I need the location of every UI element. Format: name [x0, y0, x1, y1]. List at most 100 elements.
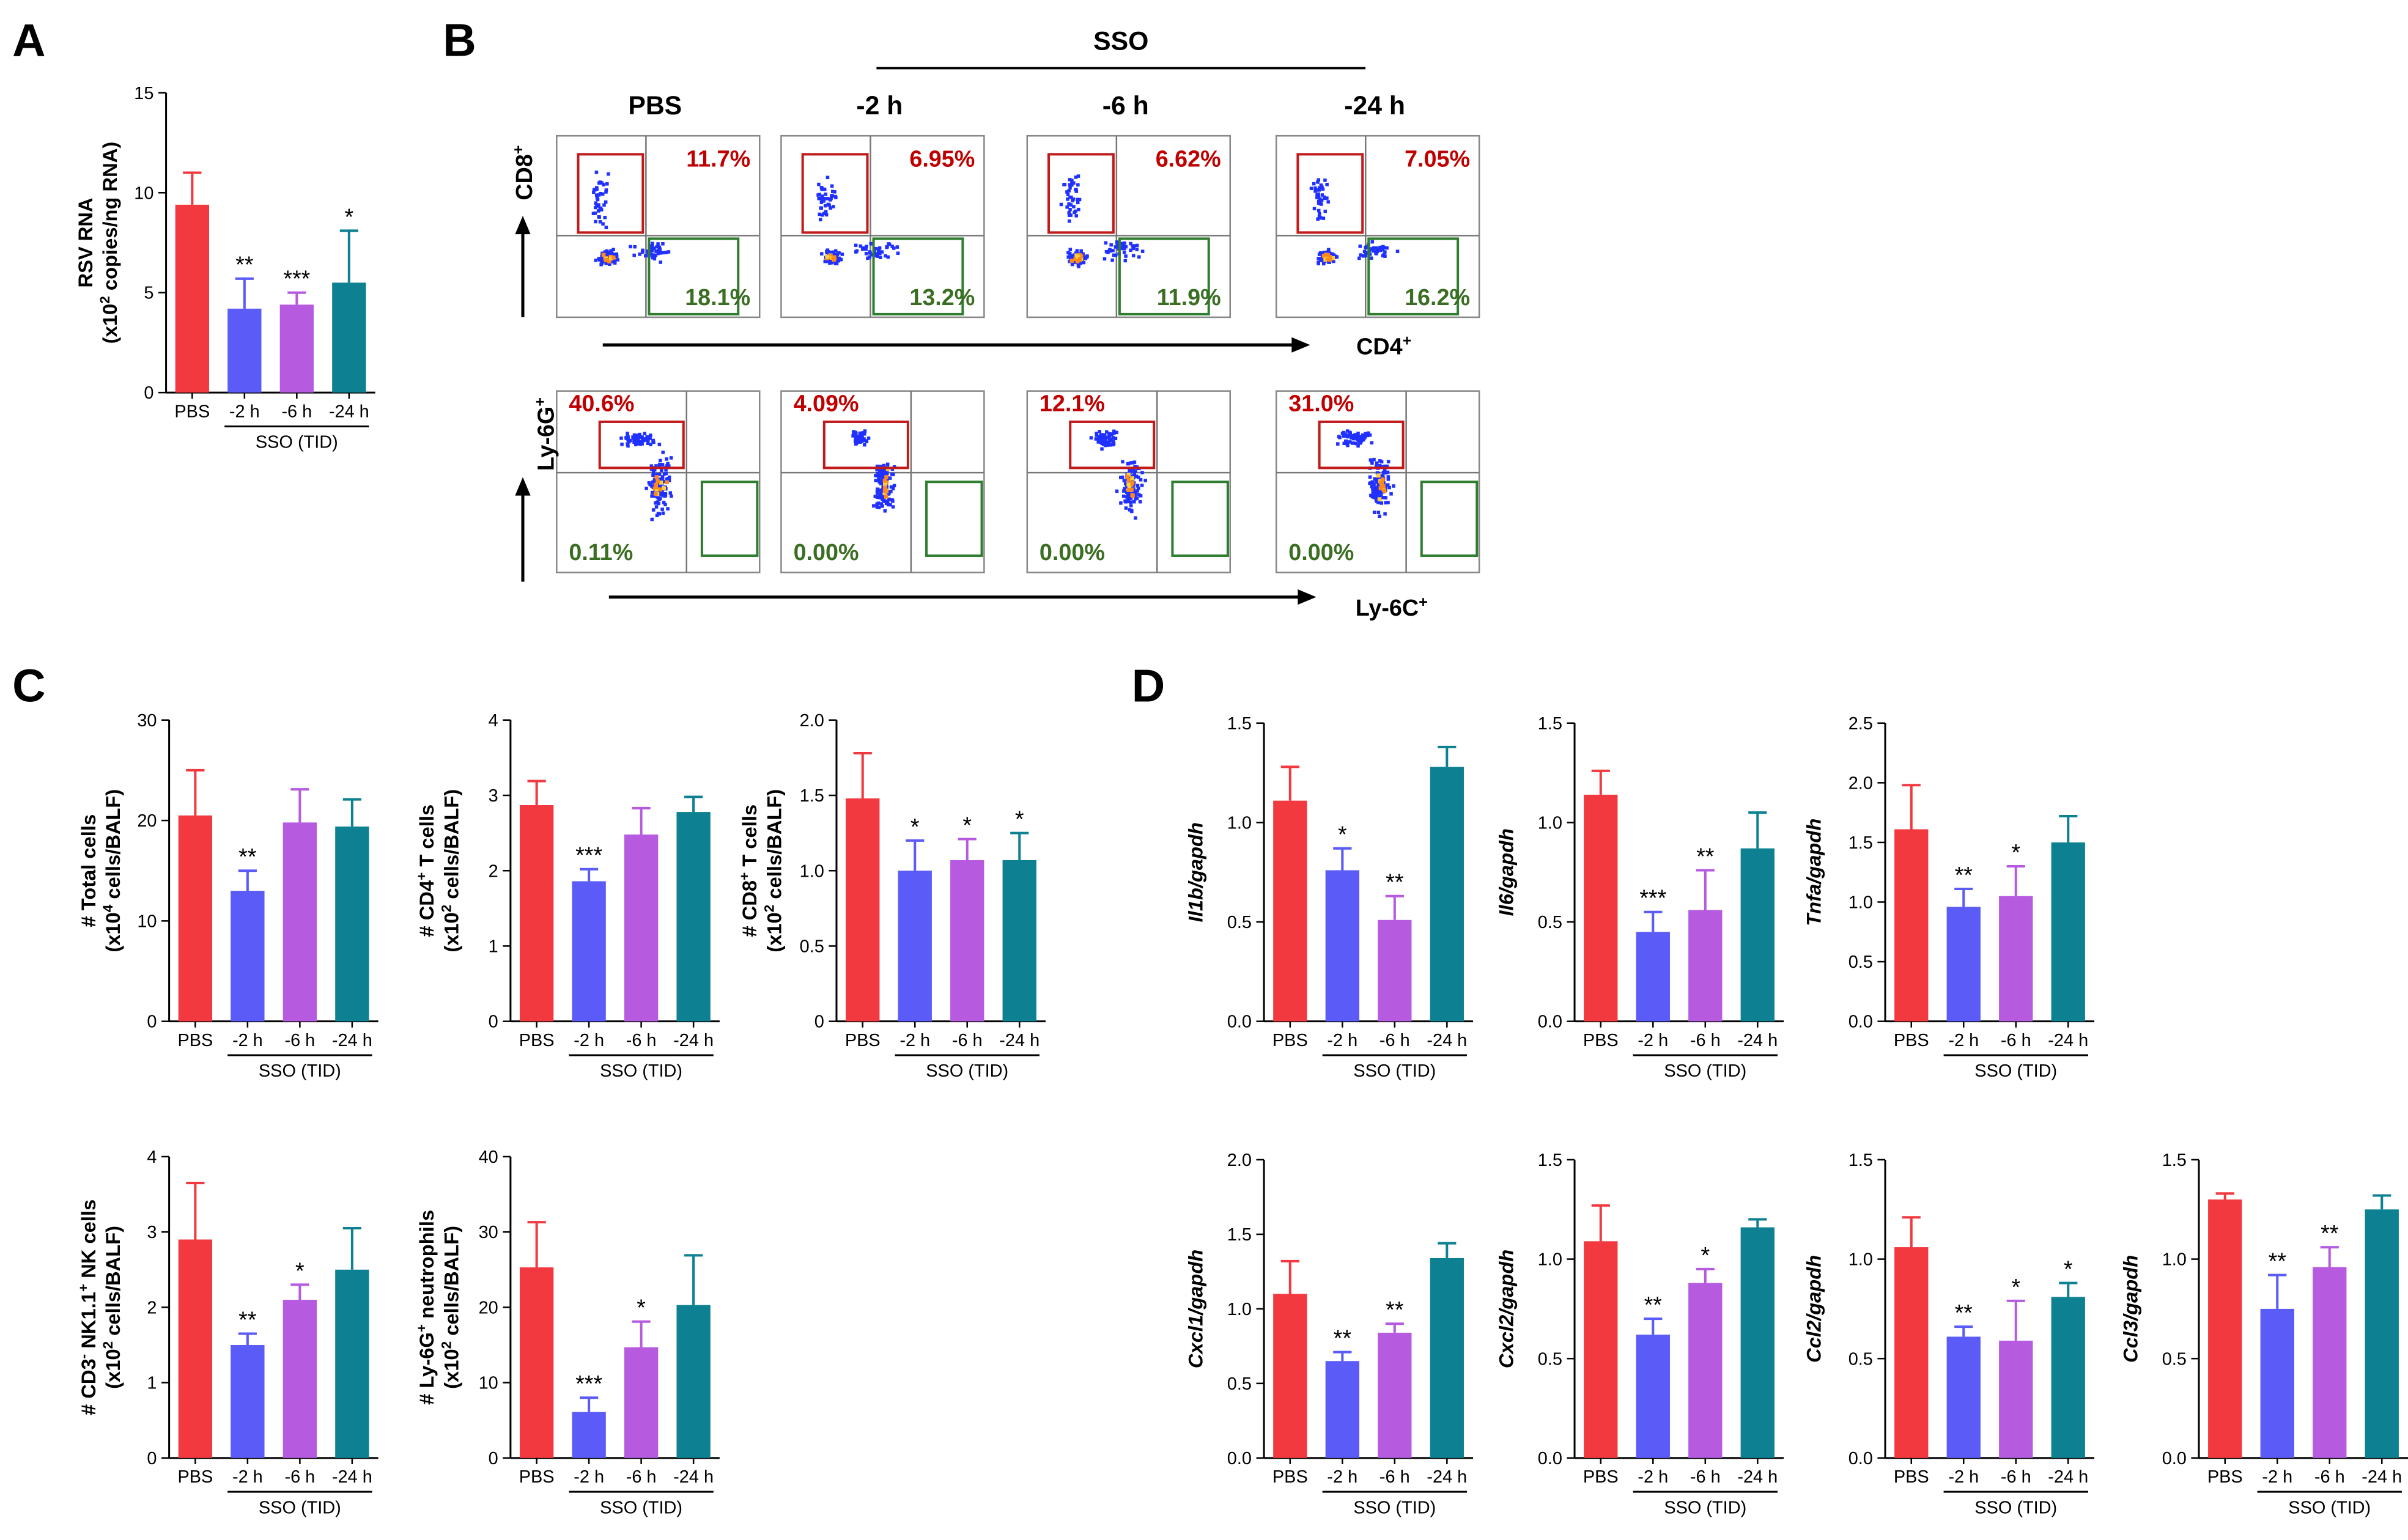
- event-dot: [878, 256, 882, 259]
- event-dot: [1136, 484, 1139, 488]
- superscript: +: [737, 872, 752, 880]
- event-dot: [1309, 186, 1313, 190]
- bar-PBS: [1273, 1294, 1307, 1458]
- y-tick-label: 2: [147, 1298, 157, 1317]
- event-dot: [1378, 463, 1382, 468]
- event-dot: [1097, 435, 1101, 438]
- event-dot: [613, 261, 617, 265]
- event-dot-dense: [1075, 259, 1080, 263]
- event-dot: [644, 487, 648, 490]
- event-dot: [667, 479, 671, 482]
- event-dot: [1129, 248, 1132, 252]
- category-label: PBS: [177, 1467, 213, 1487]
- significance-label: **: [1386, 1297, 1404, 1322]
- y-tick-label: 20: [137, 811, 157, 831]
- event-dot: [1066, 251, 1070, 255]
- bar--24 h: [676, 1305, 711, 1458]
- significance-label: *: [344, 204, 353, 229]
- event-dot: [1372, 457, 1376, 462]
- event-dot: [654, 494, 658, 498]
- x-arrow-row1-head: [1291, 337, 1310, 353]
- event-dot: [603, 250, 607, 254]
- bar-PBS: [846, 798, 880, 1022]
- event-dot: [663, 503, 667, 507]
- y-axis-label: Cxcl2/gapdh: [1494, 1250, 1517, 1368]
- group-label: SSO (TID): [600, 1061, 682, 1081]
- event-dot: [1067, 189, 1071, 193]
- gate-ly6c: [1171, 481, 1229, 557]
- category-label: PBS: [519, 1031, 555, 1050]
- y-tick-label: 30: [137, 711, 157, 731]
- chart-C_cd8: 0 0.5 1.0 1.5 2.0 PBS * -2 h * -6 h * -24 h SSO (TID…: [737, 711, 1046, 1081]
- y-tick-label: 4: [489, 711, 498, 731]
- gate-ly6c: [700, 481, 759, 557]
- event-dot: [651, 439, 655, 443]
- event-dot-dense: [658, 487, 662, 492]
- label-part: # Total cells: [77, 814, 100, 927]
- gate-percent-top: 6.62%: [1156, 146, 1221, 171]
- event-dot: [1313, 186, 1317, 190]
- event-dot: [883, 509, 887, 513]
- event-dot-dense: [1324, 252, 1328, 257]
- event-dot: [876, 250, 881, 254]
- chart-C_total: 0 10 20 30 PBS ** -2 h -6 h -24 h SSO (TID) # Tota…: [77, 711, 379, 1081]
- event-dot: [660, 490, 664, 493]
- event-dot-dense: [1325, 256, 1330, 260]
- y-tick-label: 1.5: [800, 786, 824, 806]
- bar--6 h: [279, 304, 314, 393]
- category-label: -6 h: [281, 402, 312, 421]
- event-dot: [667, 464, 671, 468]
- event-dot: [1132, 472, 1137, 476]
- label-part: # CD3: [77, 1358, 100, 1415]
- event-dot: [638, 442, 642, 446]
- y-tick-label: 0.0: [1848, 1012, 1873, 1032]
- event-dot: [1068, 248, 1073, 251]
- gate-percent-bottom: 0.00%: [1288, 539, 1354, 565]
- event-dot: [1317, 186, 1321, 190]
- superscript: 2: [97, 296, 113, 304]
- category-label: -6 h: [1690, 1031, 1721, 1050]
- event-dot-dense: [1079, 254, 1084, 259]
- event-dot: [1360, 435, 1364, 440]
- event-dot: [629, 245, 632, 249]
- event-dot: [1383, 468, 1387, 472]
- category-label: -6 h: [2314, 1467, 2345, 1487]
- event-dot: [1122, 479, 1126, 482]
- event-dot: [649, 249, 653, 252]
- event-dot: [662, 501, 666, 504]
- event-dot: [612, 258, 616, 262]
- event-dot: [1076, 174, 1080, 178]
- event-dot: [632, 436, 636, 440]
- event-dot: [601, 222, 605, 226]
- event-dot: [1383, 250, 1387, 254]
- event-dot: [643, 437, 647, 441]
- event-dot: [594, 219, 597, 224]
- event-dot: [657, 512, 662, 516]
- event-dot: [892, 246, 896, 250]
- event-dot: [1375, 464, 1378, 468]
- y-axis-label: (x102 copies/ng RNA): [97, 142, 121, 344]
- y-tick-label: 1.0: [1848, 1250, 1873, 1270]
- event-dot: [1096, 440, 1100, 444]
- event-dot: [1364, 432, 1367, 436]
- gate-cd8: [1296, 153, 1364, 234]
- event-dot: [1128, 471, 1131, 474]
- event-dot: [1332, 254, 1337, 258]
- event-dot: [634, 443, 638, 446]
- event-dot: [1115, 489, 1119, 493]
- category-label: -24 h: [2048, 1031, 2088, 1050]
- event-dot: [655, 245, 659, 249]
- event-dot: [1066, 197, 1069, 201]
- event-dot: [658, 463, 662, 468]
- event-dot: [1374, 497, 1378, 501]
- event-dot: [873, 254, 877, 257]
- event-dot: [1123, 259, 1128, 263]
- gate-cd8: [577, 153, 644, 234]
- gate-ly6g: [822, 420, 909, 470]
- event-dot: [854, 243, 858, 248]
- event-dot: [881, 468, 884, 472]
- event-dot: [648, 482, 652, 487]
- event-dot: [1123, 487, 1126, 491]
- event-dot: [1131, 483, 1136, 487]
- y-axis-label: (x102 cells/BALF): [438, 1226, 463, 1389]
